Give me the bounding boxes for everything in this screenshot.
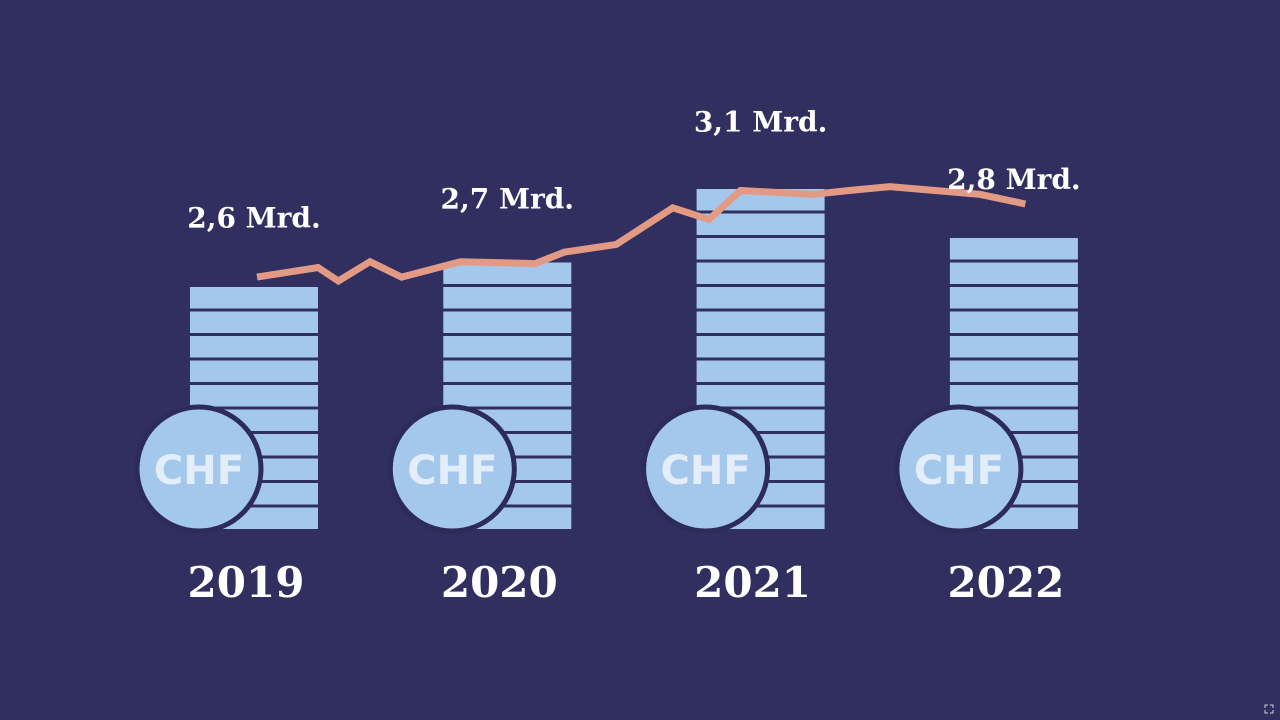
coin-icon: CHF bbox=[134, 404, 264, 534]
bar-strip bbox=[190, 360, 318, 382]
coin-circle bbox=[387, 404, 517, 534]
data-label-2021: 3,1 Mrd. bbox=[694, 105, 828, 138]
data-label-2022: 2,8 Mrd. bbox=[947, 163, 1081, 196]
x-tick-label-2020: 2020 bbox=[441, 558, 558, 607]
coin-label: CHF bbox=[407, 448, 497, 494]
bar-strip bbox=[949, 238, 1078, 260]
coin-circle bbox=[641, 404, 771, 534]
bar-strip bbox=[696, 385, 825, 407]
bar-strip bbox=[443, 287, 572, 309]
coin-label: CHF bbox=[661, 448, 751, 494]
x-tick-label-2019: 2019 bbox=[188, 558, 305, 607]
coin-circle bbox=[134, 404, 264, 534]
coin-label: CHF bbox=[154, 448, 244, 494]
bar-strip bbox=[443, 360, 572, 382]
bar-strip bbox=[949, 262, 1078, 284]
data-label-2019: 2,6 Mrd. bbox=[187, 202, 321, 235]
bar-strip bbox=[696, 238, 825, 260]
labels-layer: 2,6 Mrd. 2019 2,7 Mrd. 2020 3,1 Mrd. 2021 2,8 … bbox=[187, 105, 1080, 607]
coin-label: CHF bbox=[914, 448, 1004, 494]
bar-strip bbox=[190, 385, 318, 407]
coin-icon: CHF bbox=[387, 404, 517, 534]
bar-strip bbox=[696, 213, 825, 235]
bar-strip bbox=[696, 360, 825, 382]
bar-strip bbox=[443, 262, 572, 284]
coin-circle bbox=[894, 404, 1024, 534]
bar-strip bbox=[696, 262, 825, 284]
bar-strip bbox=[443, 385, 572, 407]
coin-icon: CHF bbox=[641, 404, 771, 534]
bar-strip bbox=[190, 336, 318, 358]
bar-strip bbox=[443, 311, 572, 333]
bar-strip bbox=[949, 287, 1078, 309]
bar-strip bbox=[443, 336, 572, 358]
bar-strip bbox=[949, 385, 1078, 407]
bar-strip bbox=[949, 360, 1078, 382]
fullscreen-icon[interactable] bbox=[1264, 704, 1274, 714]
bar-strip bbox=[190, 311, 318, 333]
bar-strip bbox=[696, 311, 825, 333]
coins-layer: CHF CHF CHF CHF bbox=[134, 404, 1024, 534]
bar-strip bbox=[696, 287, 825, 309]
x-tick-label-2021: 2021 bbox=[694, 558, 811, 607]
bar-strip bbox=[190, 287, 318, 309]
data-label-2020: 2,7 Mrd. bbox=[441, 182, 575, 215]
trend-line bbox=[256, 183, 1027, 286]
bar-strip bbox=[696, 336, 825, 358]
trend-line-layer bbox=[256, 183, 1027, 286]
x-tick-label-2022: 2022 bbox=[947, 558, 1064, 607]
bar-strip bbox=[949, 311, 1078, 333]
coin-icon: CHF bbox=[894, 404, 1024, 534]
bar-strip bbox=[949, 336, 1078, 358]
